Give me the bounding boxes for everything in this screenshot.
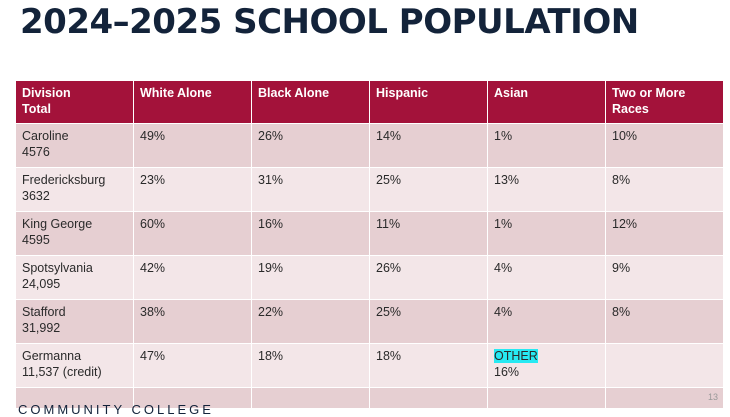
- division-cell: Fredericksburg 3632: [15, 167, 134, 212]
- black-alone-cell: 26%: [251, 123, 370, 168]
- header-white-alone: White Alone: [133, 80, 252, 124]
- table-row-empty: [15, 387, 724, 409]
- black-alone-cell: 31%: [251, 167, 370, 212]
- two-or-more-cell: 12%: [605, 211, 724, 256]
- division-total: 4576: [22, 145, 50, 159]
- division-name: Spotsylvania: [22, 261, 93, 275]
- header-line: Division: [22, 86, 71, 100]
- header-line: Black Alone: [258, 86, 330, 100]
- asian-cell: 13%: [487, 167, 606, 212]
- division-total: 3632: [22, 189, 50, 203]
- empty-cell: [487, 387, 606, 409]
- asian-cell: 4%: [487, 255, 606, 300]
- division-total: 11,537 (credit): [22, 365, 102, 379]
- table-row: Stafford 31,992 38% 22% 25% 4% 8%: [15, 299, 724, 344]
- two-or-more-cell: 8%: [605, 299, 724, 344]
- hispanic-cell: 26%: [369, 255, 488, 300]
- division-cell: King George 4595: [15, 211, 134, 256]
- black-alone-cell: 22%: [251, 299, 370, 344]
- division-cell: Spotsylvania 24,095: [15, 255, 134, 300]
- white-alone-cell: 42%: [133, 255, 252, 300]
- division-cell: Caroline 4576: [15, 123, 134, 168]
- division-total: 31,992: [22, 321, 61, 335]
- page-number: 13: [707, 392, 718, 402]
- header-line: White Alone: [140, 86, 212, 100]
- empty-cell: [369, 387, 488, 409]
- table-row: Germanna 11,537 (credit) 47% 18% 18% OTH…: [15, 343, 724, 388]
- page-title: 2024–2025 SCHOOL POPULATION: [20, 2, 639, 42]
- division-name: Germanna: [22, 349, 82, 363]
- division-name: King George: [22, 217, 93, 231]
- division-name: Fredericksburg: [22, 173, 106, 187]
- two-or-more-cell: 8%: [605, 167, 724, 212]
- table-row: Spotsylvania 24,095 42% 19% 26% 4% 9%: [15, 255, 724, 300]
- white-alone-cell: 23%: [133, 167, 252, 212]
- header-asian: Asian: [487, 80, 606, 124]
- division-cell: Germanna 11,537 (credit): [15, 343, 134, 388]
- division-name: Stafford: [22, 305, 66, 319]
- division-total: 4595: [22, 233, 50, 247]
- empty-cell: [251, 387, 370, 409]
- white-alone-cell: 47%: [133, 343, 252, 388]
- population-table: Division Total White Alone Black Alone H…: [15, 80, 724, 409]
- other-value: 16%: [494, 365, 520, 379]
- black-alone-cell: 19%: [251, 255, 370, 300]
- two-or-more-cell: 9%: [605, 255, 724, 300]
- hispanic-cell: 25%: [369, 167, 488, 212]
- white-alone-cell: 49%: [133, 123, 252, 168]
- empty-cell: [605, 387, 724, 409]
- other-highlight-label: OTHER: [494, 349, 538, 363]
- hispanic-cell: 25%: [369, 299, 488, 344]
- header-division-total: Division Total: [15, 80, 134, 124]
- header-two-or-more-races: Two or More Races: [605, 80, 724, 124]
- division-name: Caroline: [22, 129, 69, 143]
- white-alone-cell: 38%: [133, 299, 252, 344]
- hispanic-cell: 14%: [369, 123, 488, 168]
- empty-cell: [133, 387, 252, 409]
- asian-cell: OTHER 16%: [487, 343, 606, 388]
- header-hispanic: Hispanic: [369, 80, 488, 124]
- asian-cell: 4%: [487, 299, 606, 344]
- white-alone-cell: 60%: [133, 211, 252, 256]
- header-line: Total: [22, 102, 51, 116]
- table-header-row: Division Total White Alone Black Alone H…: [15, 80, 724, 124]
- empty-cell: [15, 387, 134, 409]
- asian-cell: 1%: [487, 123, 606, 168]
- header-line: Races: [612, 102, 649, 116]
- hispanic-cell: 11%: [369, 211, 488, 256]
- division-cell: Stafford 31,992: [15, 299, 134, 344]
- two-or-more-cell: 10%: [605, 123, 724, 168]
- table-row: King George 4595 60% 16% 11% 1% 12%: [15, 211, 724, 256]
- division-total: 24,095: [22, 277, 61, 291]
- hispanic-cell: 18%: [369, 343, 488, 388]
- header-line: Two or More: [612, 86, 686, 100]
- two-or-more-cell: [605, 343, 724, 388]
- header-line: Asian: [494, 86, 529, 100]
- table-row: Fredericksburg 3632 23% 31% 25% 13% 8%: [15, 167, 724, 212]
- table-row: Caroline 4576 49% 26% 14% 1% 10%: [15, 123, 724, 168]
- black-alone-cell: 16%: [251, 211, 370, 256]
- header-line: Hispanic: [376, 86, 429, 100]
- header-black-alone: Black Alone: [251, 80, 370, 124]
- asian-cell: 1%: [487, 211, 606, 256]
- black-alone-cell: 18%: [251, 343, 370, 388]
- footer-logo-text: COMMUNITY COLLEGE: [18, 402, 214, 417]
